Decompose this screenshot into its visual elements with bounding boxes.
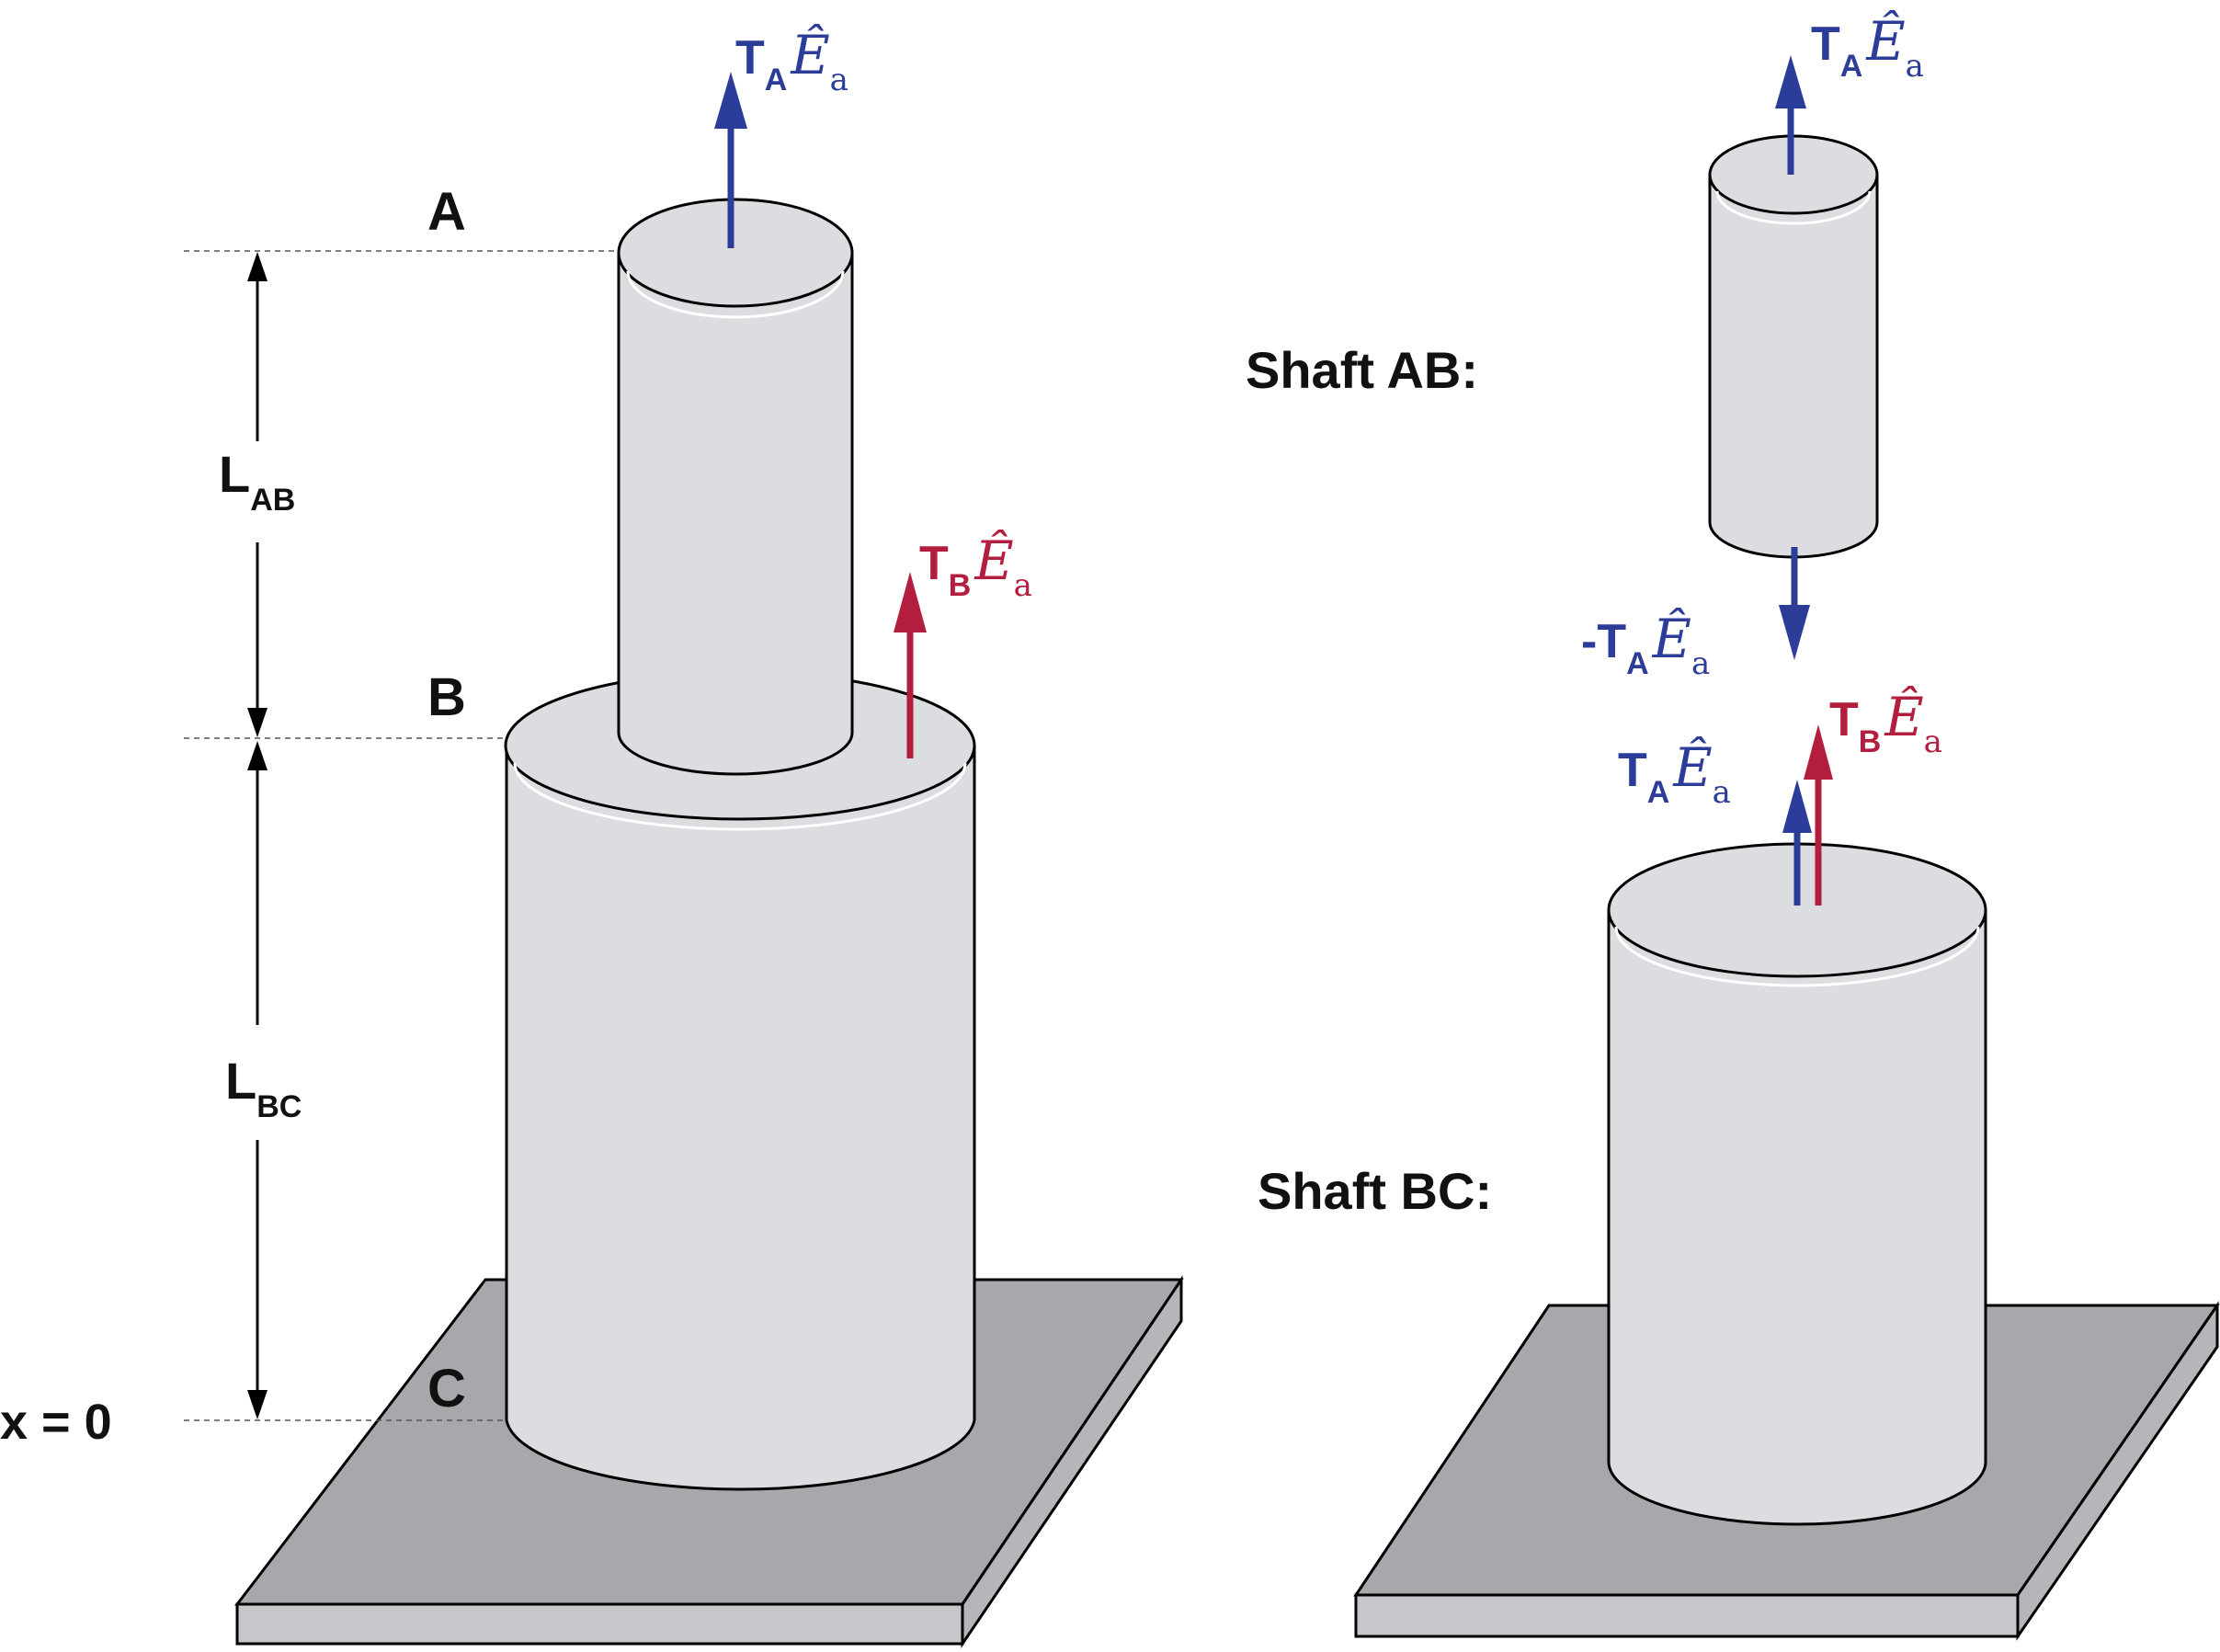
free-body-bc-torque-b: [1804, 724, 1833, 906]
free-body-bc-torque-a: [1782, 780, 1812, 906]
shaft-bc-label: Shaft BC:: [1258, 1162, 1492, 1220]
point-b-label: B: [427, 667, 466, 727]
length-bc-label: LBC: [225, 1052, 302, 1124]
free-body-bc-ta-label: TAÊa: [1618, 736, 1731, 811]
free-body-ab-top-label: TAÊa: [1811, 10, 1924, 85]
torque-a-label: TAÊa: [735, 24, 848, 98]
left-assembly: A B C x = 0 LAB LBC TAÊa TBÊa: [0, 24, 1184, 1648]
shaft-ab-label: Shaft AB:: [1246, 341, 1478, 399]
shaft-bc-cylinder: [504, 670, 976, 1491]
free-body-ab-bottom-label: -TAÊa: [1581, 608, 1710, 682]
torque-b-label: TBÊa: [919, 530, 1032, 604]
free-body-shaft-bc: [1607, 842, 1987, 1526]
torque-arrow-b: [894, 572, 927, 758]
free-body-ab-torque-down: [1779, 547, 1810, 660]
point-c-label: C: [427, 1359, 466, 1418]
dimension-lab: [247, 252, 268, 737]
shaft-ab-cylinder: [617, 198, 854, 776]
length-ab-label: LAB: [219, 445, 295, 518]
point-a-label: A: [427, 182, 466, 242]
dimension-lbc: [247, 741, 268, 1419]
right-free-body: Shaft AB: Shaft BC: TAÊa -TAÊa TAÊa TBÊa: [1246, 10, 2220, 1641]
free-body-bc-tb-label: TBÊa: [1829, 686, 1942, 760]
free-body-ab-torque-up: [1775, 55, 1806, 175]
free-body-shaft-ab: [1708, 134, 1879, 559]
torque-arrow-a: [714, 72, 747, 248]
origin-label: x = 0: [0, 1395, 112, 1450]
